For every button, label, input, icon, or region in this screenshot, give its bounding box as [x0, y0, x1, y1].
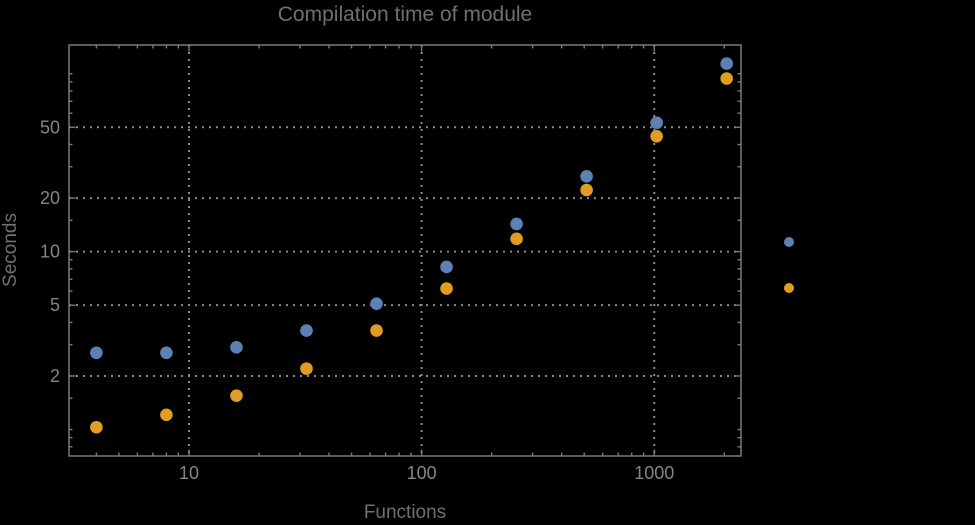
data-point-series-2 [230, 389, 243, 402]
data-point-series-1 [440, 260, 453, 274]
data-point-series-2 [720, 72, 733, 85]
data-point-series-1 [370, 297, 383, 310]
data-point-series-2 [90, 420, 103, 434]
y-tick-label: 10 [40, 242, 60, 262]
data-point-series-2 [510, 232, 523, 246]
data-point-series-2 [440, 282, 453, 295]
chart-title: Compilation time of module [277, 3, 533, 26]
data-point-series-1 [510, 217, 523, 231]
y-tick-label: 2 [50, 366, 60, 386]
data-point-series-1 [230, 340, 243, 354]
legend-marker-1 [784, 237, 794, 247]
data-point-series-1 [90, 346, 103, 360]
data-point-series-1 [650, 116, 663, 130]
plot-frame [68, 44, 742, 457]
data-point-series-1 [720, 57, 733, 70]
data-point-series-2 [650, 129, 663, 143]
x-tick-label: 1000 [634, 463, 674, 483]
y-tick-label: 5 [50, 295, 60, 315]
data-point-series-1 [300, 324, 313, 337]
y-tick-label: 20 [40, 188, 60, 208]
legend-marker-2 [784, 283, 794, 293]
x-tick-label: 10 [179, 463, 199, 483]
x-tick-label: 100 [407, 463, 437, 483]
data-point-series-2 [580, 183, 593, 197]
data-point-series-2 [160, 408, 173, 422]
data-point-series-1 [580, 170, 593, 183]
y-tick-label: 50 [40, 117, 60, 137]
x-axis-label: Functions [363, 502, 447, 523]
data-point-series-2 [300, 362, 313, 375]
data-point-series-1 [160, 346, 173, 360]
data-point-series-2 [370, 324, 383, 337]
